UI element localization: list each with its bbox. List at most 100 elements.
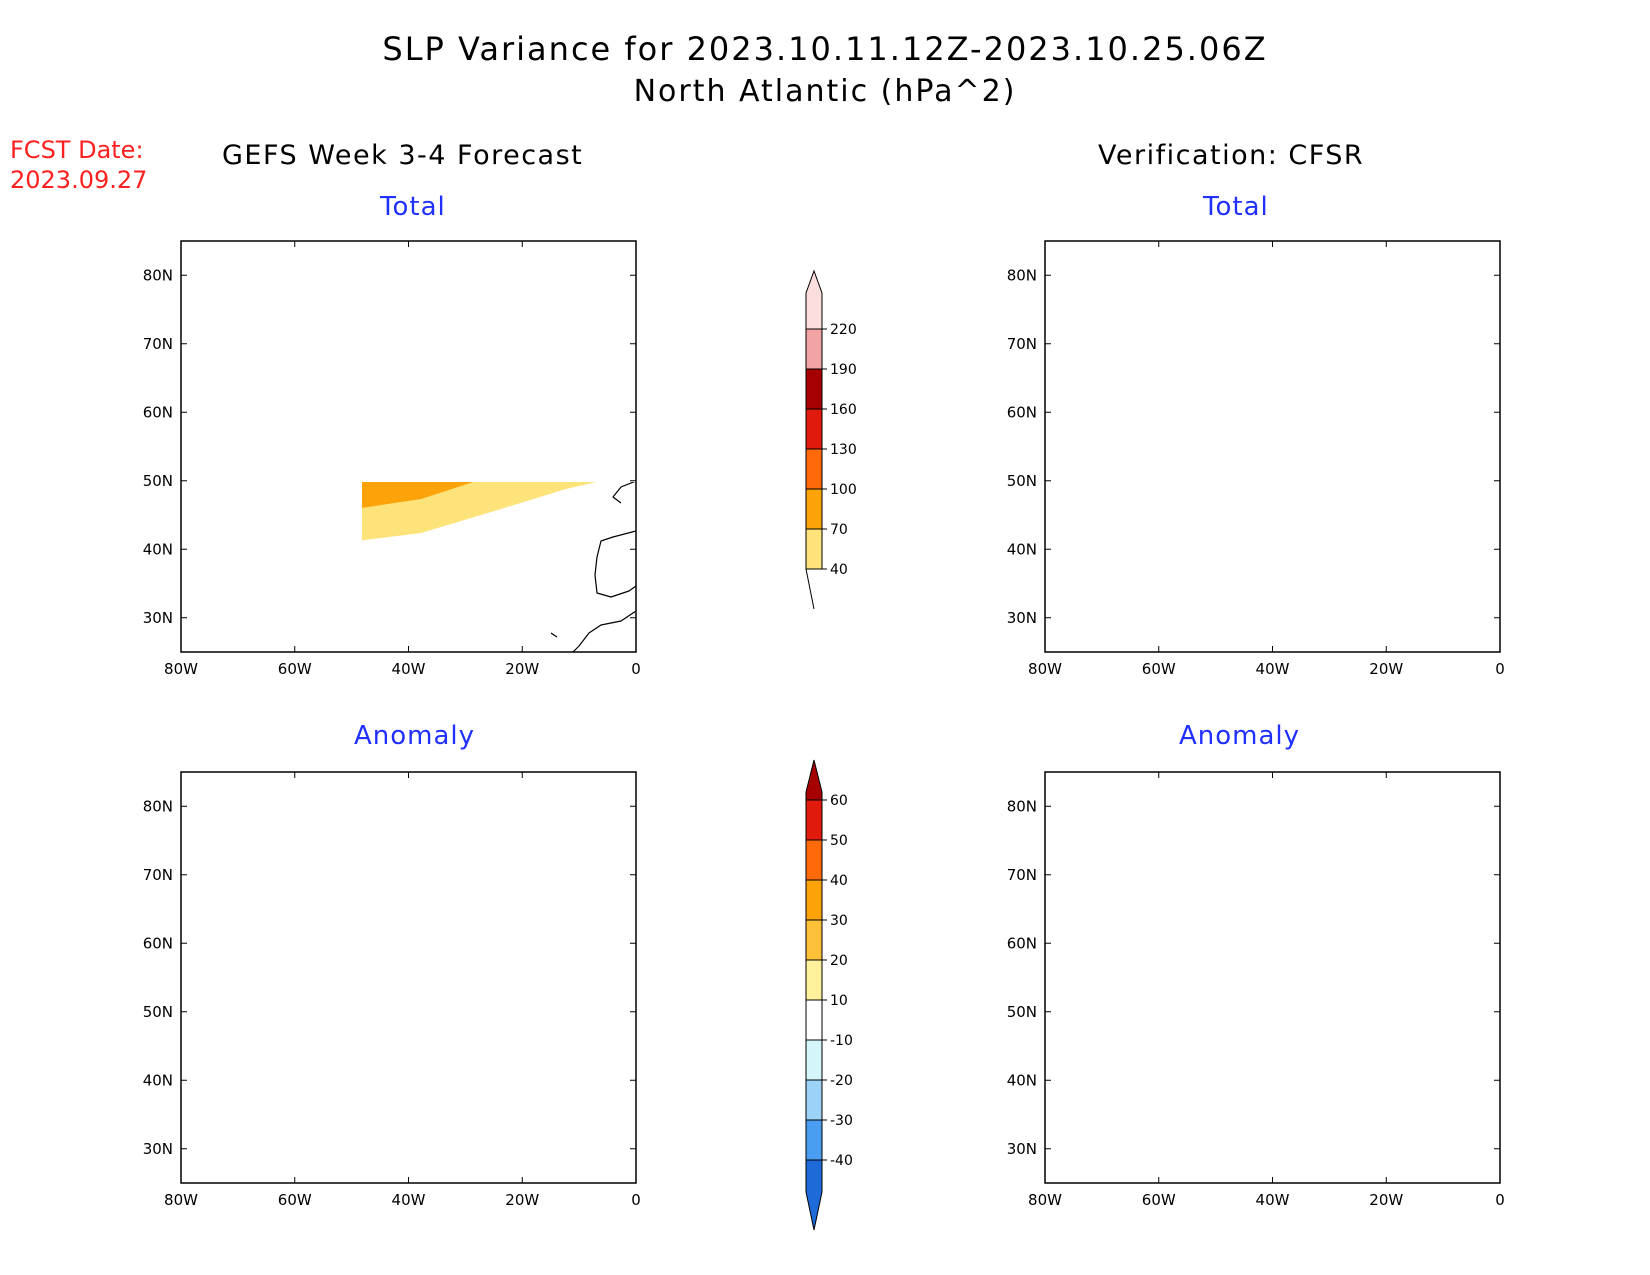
lon-tick-label: 40W [392,1191,426,1209]
total-colorbar-lower-edge [805,568,815,610]
lon-tick-label: 80W [1028,660,1062,678]
gefs-anomaly-axes: 80W 60W 40W 20W 0 30N 40N 50N 60N 70N 80N [143,772,641,1209]
lat-tick-label: 60N [1007,934,1037,952]
lon-tick-label: 60W [278,660,312,678]
total-colorbar-label: 220 [830,322,857,338]
total-colorbar-segment [805,408,823,450]
gefs-total-shading [362,482,597,541]
gefs-total-subtitle: Total [380,192,446,222]
figure-subtitle: North Atlantic (hPa^2) [633,74,1017,109]
lat-tick-label: 70N [1007,335,1037,353]
total-colorbar-segment [805,488,823,530]
lat-tick-label: 80N [1007,266,1037,284]
lon-tick-label: 40W [1256,1191,1290,1209]
lat-tick-label: 50N [1007,472,1037,490]
lat-tick-label: 70N [143,866,173,884]
anomaly-colorbar-segment [805,759,823,801]
anomaly-colorbar-segment [805,1079,823,1121]
anomaly-colorbar-label: 10 [830,993,848,1009]
lon-tick-label: 20W [505,660,539,678]
lat-tick-label: 30N [1007,609,1037,627]
anomaly-colorbar-label: -30 [830,1113,853,1129]
gefs-anomaly-frame [180,771,637,1184]
total-colorbar-segment [805,269,823,330]
lon-tick-label: 80W [164,660,198,678]
gefs-anomaly-shading [181,774,636,1060]
lon-tick-label: 80W [164,1191,198,1209]
total-colorbar-label: 70 [830,522,848,538]
cfsr-total-shading [1045,241,1500,593]
anomaly-colorbar-label: -20 [830,1073,853,1089]
cfsr-anomaly-subtitle: Anomaly [1179,721,1301,751]
lat-tick-label: 80N [1007,797,1037,815]
anomaly-colorbar-label: 20 [830,953,848,969]
gefs-column-title: GEFS Week 3-4 Forecast [222,140,584,171]
anomaly-colorbar-label: 50 [830,833,848,849]
total-colorbar-segment [805,448,823,490]
lon-tick-label: 60W [278,1191,312,1209]
lat-tick-label: 30N [143,609,173,627]
figure-title: SLP Variance for 2023.10.11.12Z-2023.10.… [382,30,1268,68]
anomaly-colorbar: 60 50 40 30 20 10 -10 -20 -30 -40 [805,759,853,1231]
lon-tick-label: 80W [1028,1191,1062,1209]
lon-tick-label: 0 [631,1191,641,1209]
cfsr-column-title: Verification: CFSR [1098,140,1365,171]
cfsr-total-frame [1044,240,1501,653]
total-colorbar-segment [805,368,823,410]
lon-tick-label: 60W [1142,660,1176,678]
cfsr-total-subtitle: Total [1203,192,1269,222]
total-colorbar-label: 40 [830,562,848,578]
total-colorbar: 40 70 100 130 160 190 220 [805,269,857,610]
forecast-date-label: FCST Date: [10,136,144,164]
lat-tick-label: 70N [1007,866,1037,884]
anomaly-colorbar-segment [805,799,823,841]
lat-tick-label: 30N [143,1140,173,1158]
lat-tick-label: 50N [143,472,173,490]
lat-tick-label: 80N [143,797,173,815]
cfsr-anomaly-shading [1045,772,1500,1156]
cfsr-anomaly-axes: 80W 60W 40W 20W 0 30N 40N 50N 60N 70N 80N [1007,772,1505,1209]
total-colorbar-segment [805,528,823,570]
gefs-total-frame [180,240,637,653]
lat-tick-label: 50N [1007,1003,1037,1021]
anomaly-colorbar-segment [805,1159,823,1231]
cfsr-anomaly-panel: 80W 60W 40W 20W 0 30N 40N 50N 60N 70N 80N [1007,771,1505,1209]
anomaly-colorbar-label: -40 [830,1153,853,1169]
anomaly-colorbar-segment [805,919,823,961]
lat-tick-label: 70N [143,335,173,353]
lat-tick-label: 60N [1007,403,1037,421]
lon-tick-label: 0 [1495,660,1505,678]
gefs-total-axes: 80W 60W 40W 20W 0 30N 40N 50N 60N 70N 80N [143,241,641,678]
total-colorbar-label: 100 [830,482,857,498]
cfsr-total-panel: 80W 60W 40W 20W 0 30N 40N 50N 60N 70N 80N [1007,240,1505,678]
lon-tick-label: 0 [631,660,641,678]
anomaly-colorbar-label: 40 [830,873,848,889]
lat-tick-label: 40N [1007,1071,1037,1089]
lat-tick-label: 60N [143,403,173,421]
total-colorbar-label: 160 [830,402,857,418]
anomaly-colorbar-segment [805,959,823,1001]
anomaly-colorbar-label: 30 [830,913,848,929]
forecast-date-value: 2023.09.27 [10,166,148,194]
lon-tick-label: 0 [1495,1191,1505,1209]
lon-tick-label: 20W [1369,1191,1403,1209]
total-colorbar-segment [805,328,823,370]
total-colorbar-label: 130 [830,442,857,458]
anomaly-colorbar-segment [805,839,823,881]
cfsr-anomaly-frame [1044,771,1501,1184]
anomaly-colorbar-segment [805,879,823,921]
gefs-anomaly-subtitle: Anomaly [354,721,476,751]
gefs-anomaly-panel: 80W 60W 40W 20W 0 30N 40N 50N 60N 70N 80N [143,771,641,1209]
cfsr-total-axes: 80W 60W 40W 20W 0 30N 40N 50N 60N 70N 80N [1007,241,1505,678]
lat-tick-label: 40N [143,540,173,558]
anomaly-colorbar-segment [805,1039,823,1081]
lat-tick-label: 30N [1007,1140,1037,1158]
lon-tick-label: 20W [505,1191,539,1209]
gefs-total-panel: 80W 60W 40W 20W 0 30N 40N 50N 60N 70N 80N [143,240,641,678]
total-colorbar-label: 190 [830,362,857,378]
lon-tick-label: 20W [1369,660,1403,678]
anomaly-colorbar-label: -10 [830,1033,853,1049]
anomaly-colorbar-segment [805,1119,823,1161]
lon-tick-label: 40W [1256,660,1290,678]
